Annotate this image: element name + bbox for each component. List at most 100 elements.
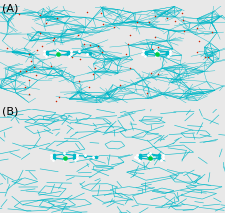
Point <box>140 52 143 55</box>
Point <box>66 52 69 56</box>
Point <box>32 65 35 69</box>
Point <box>101 22 105 26</box>
Point <box>161 153 164 157</box>
Point <box>40 45 44 48</box>
Point <box>86 52 89 55</box>
Point <box>138 154 142 157</box>
Point <box>23 86 27 89</box>
Point <box>99 11 103 15</box>
Point <box>165 52 168 56</box>
Text: (B): (B) <box>2 106 19 117</box>
Point <box>147 21 151 24</box>
Point <box>75 157 79 160</box>
Point <box>155 49 158 52</box>
Point <box>210 30 214 34</box>
Point <box>150 47 154 51</box>
Point <box>69 50 72 53</box>
Point <box>71 55 74 58</box>
Point <box>69 53 72 56</box>
Point <box>168 50 171 53</box>
Point <box>137 158 140 161</box>
Point <box>66 50 69 53</box>
Point <box>72 154 76 157</box>
Point <box>136 155 140 158</box>
Point <box>88 51 92 55</box>
Point <box>146 154 150 158</box>
Point <box>56 52 60 56</box>
Point <box>165 50 168 53</box>
Point <box>42 50 45 54</box>
Point <box>148 157 152 160</box>
Point <box>75 153 79 157</box>
Point <box>155 48 158 52</box>
Point <box>155 53 159 56</box>
Point <box>94 155 97 158</box>
Point <box>146 153 150 157</box>
Point <box>153 50 157 53</box>
Point <box>67 54 70 58</box>
Point <box>153 51 157 54</box>
Point <box>27 78 30 82</box>
Point <box>128 66 131 70</box>
Point <box>168 53 171 56</box>
Point <box>153 35 157 39</box>
Point <box>54 99 58 102</box>
Point <box>45 50 49 53</box>
Point <box>159 158 162 161</box>
Point <box>135 20 139 24</box>
Point <box>182 29 185 33</box>
Point <box>173 20 176 23</box>
Point <box>158 154 161 157</box>
Point <box>156 72 159 76</box>
Point <box>35 73 38 77</box>
Point <box>83 153 87 157</box>
Point <box>18 69 22 73</box>
Text: (A): (A) <box>2 3 19 13</box>
Point <box>165 16 169 20</box>
Point <box>45 22 48 25</box>
Point <box>42 53 46 56</box>
Point <box>144 50 148 53</box>
Point <box>118 83 121 87</box>
Point <box>68 53 71 56</box>
Point <box>56 48 59 52</box>
Point <box>148 152 151 155</box>
Point <box>92 73 95 76</box>
Point <box>112 26 116 29</box>
Point <box>87 86 91 89</box>
Point <box>82 42 86 46</box>
Point <box>27 92 31 96</box>
Point <box>5 46 9 50</box>
Point <box>156 46 160 49</box>
Point <box>156 50 159 54</box>
Point <box>78 57 82 60</box>
Point <box>142 51 146 55</box>
Point <box>88 43 92 47</box>
Point <box>143 54 147 58</box>
Point <box>94 66 97 70</box>
Point <box>17 12 21 15</box>
Point <box>29 59 33 63</box>
Point <box>44 54 48 58</box>
Point <box>86 10 89 14</box>
Point <box>49 157 53 160</box>
Point <box>51 38 55 42</box>
Point <box>149 154 153 158</box>
Point <box>38 13 42 16</box>
Point <box>148 158 151 161</box>
Point <box>180 11 184 15</box>
Point <box>125 53 128 56</box>
Point <box>203 55 206 58</box>
Point <box>100 51 104 54</box>
Point <box>56 54 59 58</box>
Point <box>63 154 67 158</box>
Point <box>42 50 46 53</box>
Point <box>195 50 199 54</box>
Point <box>154 14 157 18</box>
Point <box>126 42 130 45</box>
Point <box>144 52 148 56</box>
Point <box>55 16 59 19</box>
Point <box>77 51 81 54</box>
Point <box>35 48 39 52</box>
Point <box>196 26 199 30</box>
